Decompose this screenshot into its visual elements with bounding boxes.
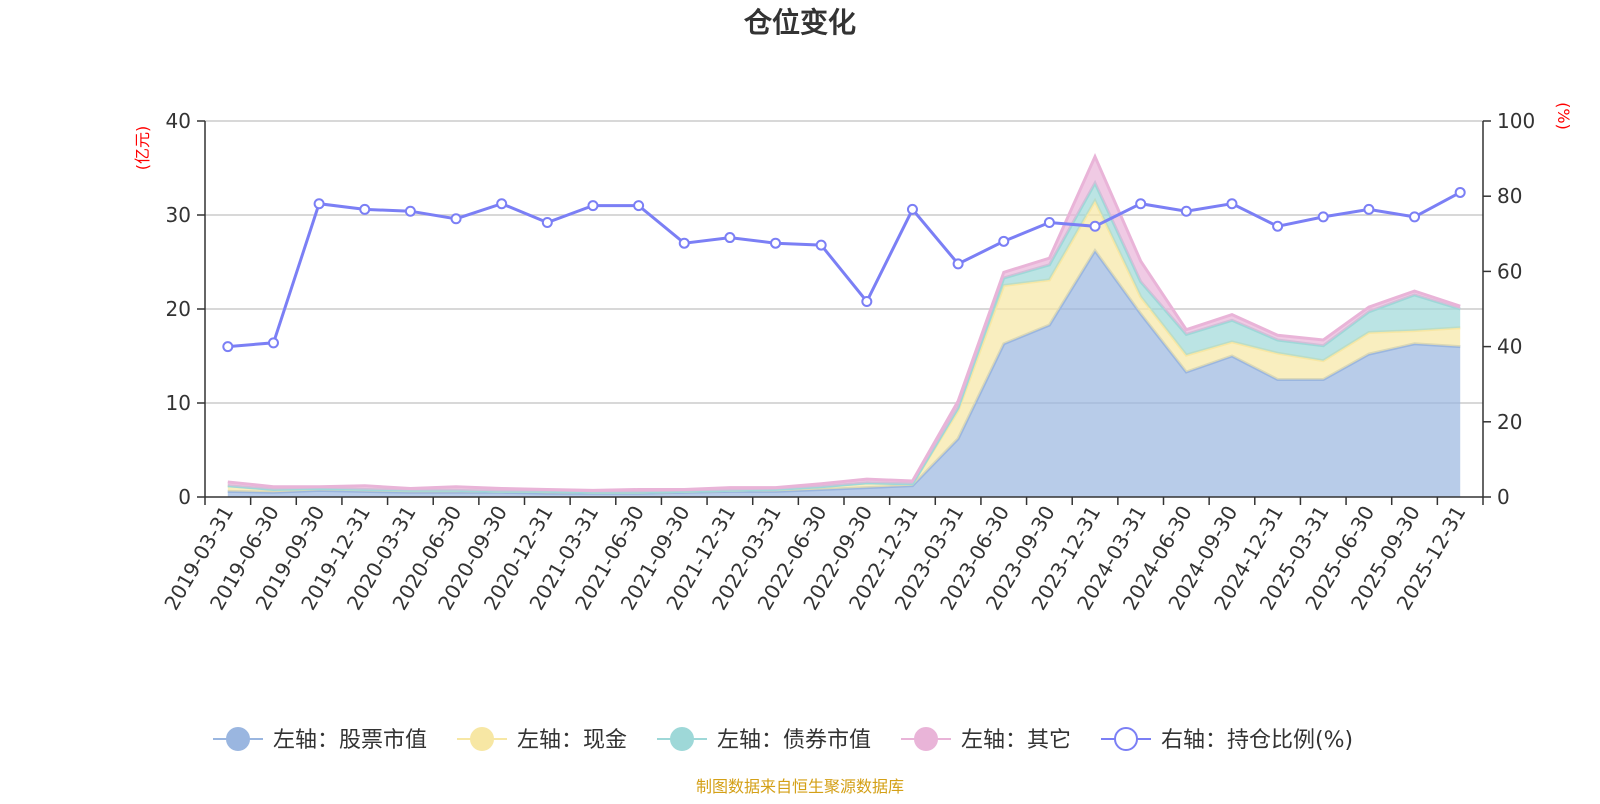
legend-item[interactable]: 左轴：现金 <box>457 727 627 753</box>
area-左轴：股票市值 <box>227 250 1461 497</box>
ratio-point <box>1363 203 1375 215</box>
ratio-point <box>678 237 690 249</box>
legend-label: 左轴：债券市值 <box>717 728 871 753</box>
area-edge-左轴：其它 <box>227 153 1461 492</box>
right-axis-unit: (%) <box>1554 102 1573 130</box>
left-tick-label: 40 <box>166 109 191 133</box>
ratio-point <box>1180 205 1192 217</box>
legend-item[interactable]: 右轴：持仓比例(%) <box>1101 727 1353 753</box>
ratio-point <box>450 213 462 225</box>
legend[interactable]: 左轴：股票市值 左轴：现金 左轴：债券市值 左轴：其它 右轴：持仓比例(%) <box>213 727 1353 753</box>
ratio-point <box>541 217 553 229</box>
ratio-point <box>815 239 827 251</box>
ratio-point <box>952 258 964 270</box>
ratio-point <box>1043 217 1055 229</box>
ratio-point <box>222 341 234 353</box>
stacked-areas <box>227 153 1461 497</box>
ratio-line <box>222 186 1466 353</box>
right-tick-label: 80 <box>1497 184 1522 208</box>
legend-marker <box>670 727 694 751</box>
ratio-point <box>1135 198 1147 210</box>
left-tick-label: 20 <box>166 297 191 321</box>
ratio-point <box>313 198 325 210</box>
right-tick-label: 60 <box>1497 259 1522 283</box>
legend-marker <box>914 727 938 751</box>
ratio-point <box>1454 186 1466 198</box>
ratio-point <box>861 295 873 307</box>
ratio-point <box>1089 220 1101 232</box>
ratio-point <box>724 232 736 244</box>
legend-item[interactable]: 左轴：其它 <box>901 727 1071 753</box>
ratio-point <box>496 198 508 210</box>
ratio-point <box>267 337 279 349</box>
area-左轴：其它 <box>227 156 1461 493</box>
axes <box>197 120 1491 505</box>
right-tick-label: 20 <box>1497 410 1522 434</box>
legend-marker <box>470 727 494 751</box>
legend-label: 左轴：其它 <box>961 728 1071 753</box>
ratio-line-path <box>227 191 1461 349</box>
ratio-point <box>906 203 918 215</box>
legend-item[interactable]: 左轴：股票市值 <box>213 727 427 753</box>
left-tick-label: 30 <box>166 203 191 227</box>
ratio-point <box>1226 198 1238 210</box>
area-左轴：债券市值 <box>227 183 1461 493</box>
source-note: 制图数据来自恒生聚源数据库 <box>696 777 904 796</box>
ratio-point <box>633 200 645 212</box>
legend-label: 左轴：股票市值 <box>273 728 427 753</box>
right-tick-label: 0 <box>1497 485 1510 509</box>
legend-marker <box>1114 727 1138 751</box>
right-tick-label: 40 <box>1497 335 1522 359</box>
legend-marker <box>226 727 250 751</box>
ratio-point <box>359 203 371 215</box>
ratio-point <box>587 200 599 212</box>
legend-item[interactable]: 左轴：债券市值 <box>657 727 871 753</box>
right-tick-label: 100 <box>1497 109 1535 133</box>
ratio-point <box>998 235 1010 247</box>
left-tick-label: 10 <box>166 391 191 415</box>
legend-label: 左轴：现金 <box>517 728 627 753</box>
left-tick-label: 0 <box>178 485 191 509</box>
ratio-point <box>404 205 416 217</box>
chart-title: 仓位变化 <box>744 6 856 39</box>
left-axis-unit: (亿元) <box>133 126 152 171</box>
ratio-point <box>1409 211 1421 223</box>
legend-label: 右轴：持仓比例(%) <box>1161 728 1353 753</box>
ratio-point <box>1272 220 1284 232</box>
ratio-point <box>1317 211 1329 223</box>
ratio-point <box>770 237 782 249</box>
